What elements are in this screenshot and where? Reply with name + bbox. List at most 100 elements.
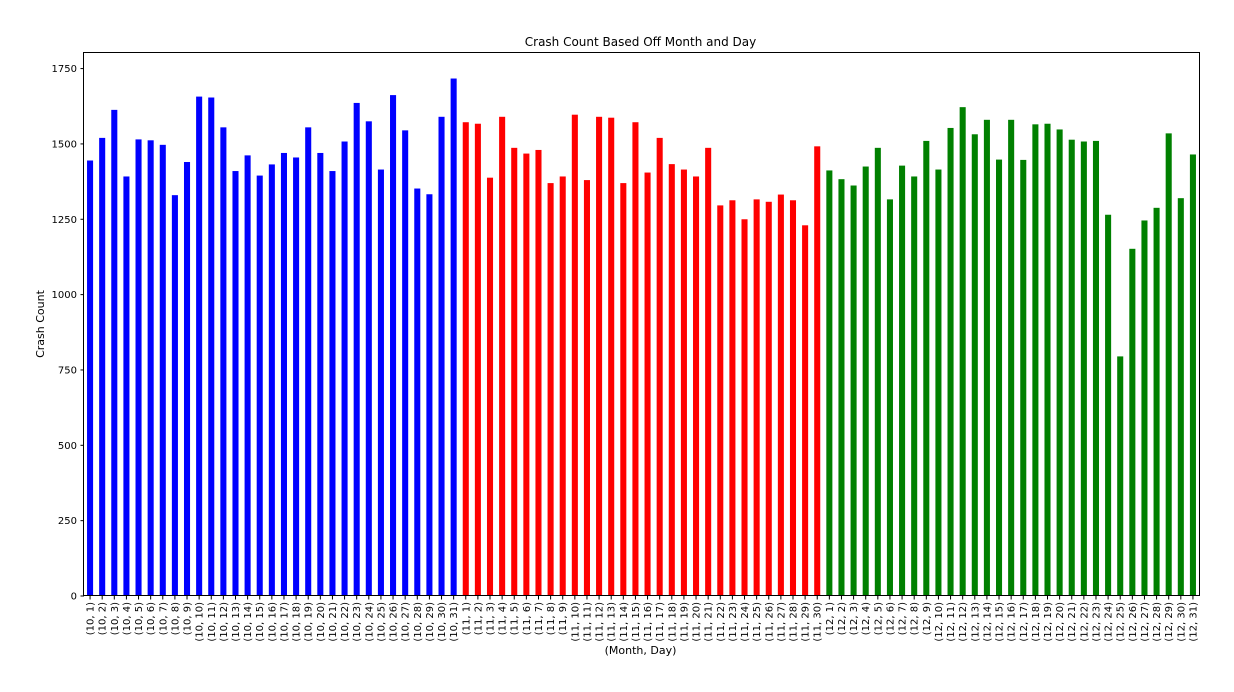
x-tick-label: (12, 16) — [1007, 602, 1018, 642]
bar — [693, 176, 700, 596]
bar — [317, 152, 324, 596]
x-tick-label: (10, 1) — [86, 602, 97, 635]
bar — [196, 96, 203, 596]
x-tick-label: (10, 23) — [352, 602, 363, 642]
bar — [596, 116, 603, 597]
x-tick-label: (10, 29) — [425, 602, 436, 642]
x-tick-label: (10, 31) — [449, 602, 460, 642]
bar — [365, 121, 372, 596]
bar — [99, 137, 106, 596]
y-tick-label: 1000 — [52, 290, 77, 301]
x-tick-label: (12, 2) — [837, 602, 848, 635]
y-axis-label: Crash Count — [34, 289, 47, 357]
bar — [208, 97, 215, 596]
x-tick-label: (12, 5) — [873, 602, 884, 635]
x-tick-label: (11, 24) — [740, 602, 751, 642]
bar — [971, 134, 978, 596]
bar — [862, 166, 869, 596]
x-tick-label: (10, 4) — [122, 602, 133, 635]
x-tick-label: (12, 20) — [1055, 602, 1066, 642]
bar — [111, 109, 118, 597]
x-tick-label: (12, 17) — [1019, 602, 1030, 642]
x-tick-label: (10, 26) — [389, 602, 400, 642]
bar — [414, 188, 421, 596]
bar — [499, 116, 506, 597]
bar — [135, 139, 142, 596]
x-tick-label: (11, 27) — [776, 602, 787, 642]
x-tick-label: (10, 11) — [207, 602, 218, 642]
bar — [583, 180, 590, 596]
y-tick-label: 1250 — [52, 215, 77, 226]
bar — [741, 219, 748, 596]
x-tick-label: (12, 18) — [1031, 602, 1042, 642]
bar — [1044, 123, 1051, 596]
x-tick-label: (11, 20) — [692, 602, 703, 642]
bar — [1141, 220, 1148, 596]
x-tick-label: (10, 2) — [98, 602, 109, 635]
bar — [1020, 159, 1027, 596]
x-tick-label: (12, 21) — [1067, 602, 1078, 642]
y-tick-label: 1500 — [52, 139, 77, 150]
bar — [438, 116, 445, 597]
bar — [268, 164, 275, 597]
bar — [899, 165, 906, 596]
x-tick-label: (11, 6) — [522, 602, 533, 635]
bar — [789, 200, 797, 596]
x-tick-label: (11, 19) — [679, 602, 690, 642]
x-tick-label: (12, 28) — [1152, 602, 1163, 642]
bar — [123, 176, 130, 596]
x-tick-label: (12, 24) — [1104, 602, 1115, 642]
x-tick-label: (11, 7) — [534, 602, 545, 635]
bar — [1153, 207, 1160, 596]
x-tick-label: (12, 1) — [825, 602, 836, 635]
x-tick-label: (12, 25) — [1116, 602, 1127, 642]
x-tick-label: (11, 5) — [510, 602, 521, 635]
bar — [656, 137, 663, 596]
y-tick-label: 250 — [58, 516, 77, 527]
x-tick-label: (12, 30) — [1176, 602, 1187, 642]
bar — [826, 170, 833, 596]
x-tick-label: (10, 24) — [364, 602, 375, 642]
bar — [1165, 133, 1172, 596]
bar — [402, 130, 409, 597]
x-tick-label: (11, 15) — [631, 602, 642, 642]
bar — [632, 122, 639, 596]
bar — [705, 147, 712, 596]
x-tick-label: (10, 18) — [292, 602, 303, 642]
bar — [838, 179, 845, 596]
bar — [341, 141, 348, 596]
x-tick-label: (10, 25) — [376, 602, 387, 642]
bar — [886, 199, 893, 596]
bar — [244, 155, 251, 596]
bar — [802, 225, 809, 597]
bar — [220, 127, 227, 596]
x-tick-label: (10, 17) — [279, 602, 290, 642]
x-tick-label: (10, 21) — [328, 602, 339, 642]
x-tick-label: (10, 9) — [183, 602, 194, 635]
x-tick-label: (10, 6) — [146, 602, 157, 635]
chart-title: Crash Count Based Off Month and Day — [525, 35, 756, 49]
bar — [256, 175, 263, 596]
bar — [486, 177, 494, 596]
x-tick-label: (12, 23) — [1091, 602, 1102, 642]
bar — [765, 201, 772, 597]
y-tick-label: 750 — [58, 365, 77, 376]
bar — [753, 199, 760, 596]
y-tick-label: 500 — [58, 441, 77, 452]
bar — [353, 102, 360, 597]
bar — [1129, 248, 1136, 597]
bar — [923, 140, 930, 596]
bar — [305, 127, 312, 596]
bar — [390, 95, 397, 596]
x-tick-label: (11, 9) — [558, 602, 569, 635]
bar — [462, 122, 469, 596]
x-tick-label: (11, 26) — [764, 602, 775, 642]
x-tick-label: (11, 12) — [595, 602, 606, 642]
y-tick-label: 1750 — [52, 64, 77, 75]
bar — [935, 169, 942, 597]
bar — [1092, 140, 1100, 596]
x-tick-label: (10, 19) — [304, 602, 315, 642]
plot-frame — [83, 52, 1200, 596]
x-tick-label: (10, 3) — [110, 602, 121, 635]
